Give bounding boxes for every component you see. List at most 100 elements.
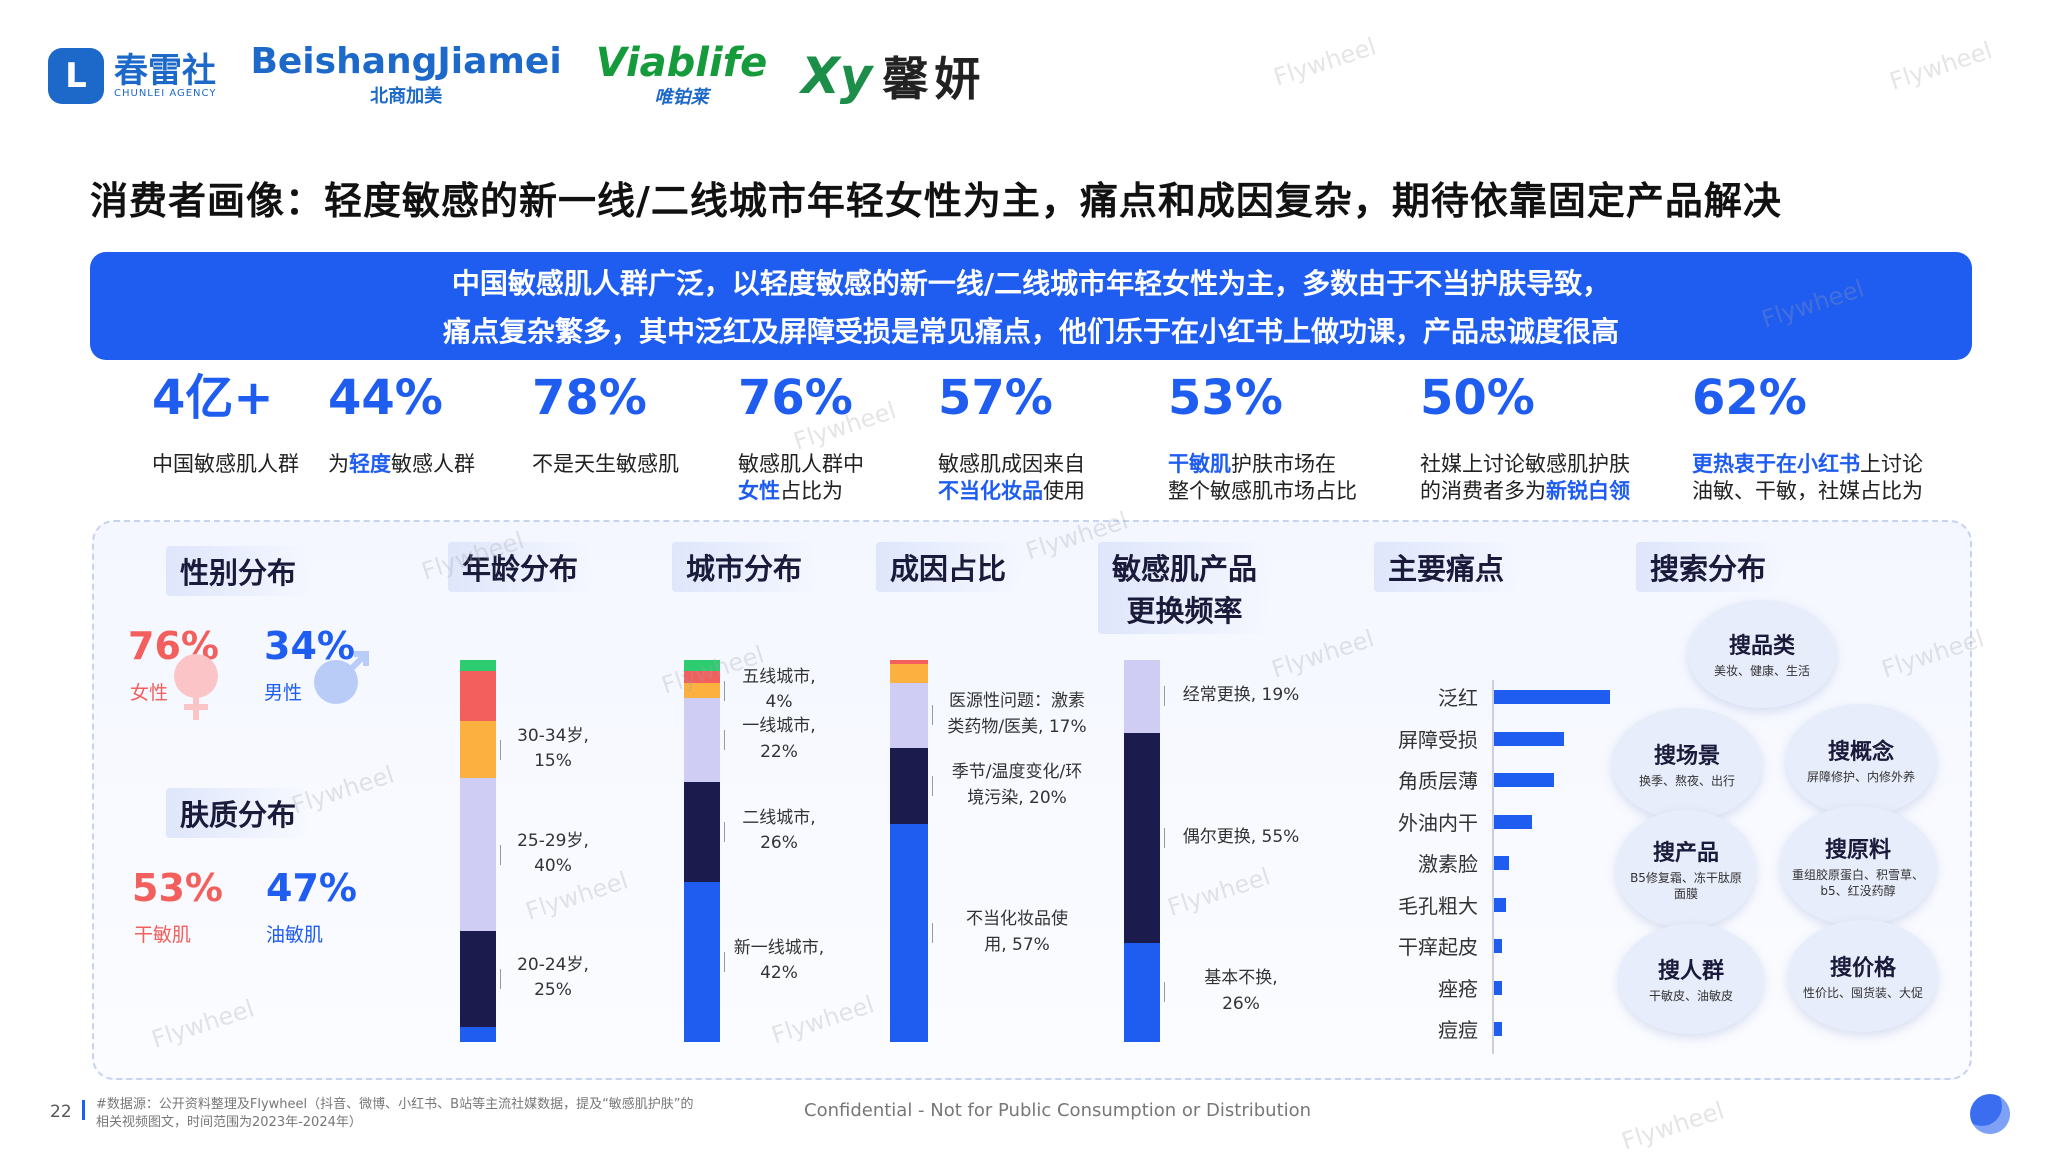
pain-bar [1494, 897, 1506, 912]
stack-segment-label: 偶尔更换, 55% [1182, 826, 1300, 847]
summary-banner: 中国敏感肌人群广泛，以轻度敏感的新一线/二线城市年轻女性为主，多数由于不当护肤导… [90, 252, 1972, 360]
stat-desc: 为轻度敏感人群 [328, 451, 475, 478]
search-bubble-title: 搜原料 [1824, 838, 1891, 864]
stat-xiaohongshu: 62% 更热衷于在小红书上讨论 油敏、干敏，社媒占比为 [1692, 372, 1923, 505]
stat-desc: 更热衷于在小红书上讨论 油敏、干敏，社媒占比为 [1692, 451, 1923, 506]
stack-segment [1124, 942, 1160, 1042]
stat-desc-text: 护肤市场在 [1231, 451, 1336, 476]
pain-label: 屏障受损 [1398, 727, 1478, 752]
stat-desc: 敏感肌人群中 女性占比为 [738, 451, 864, 506]
female-icon-bar [184, 704, 208, 710]
stat-desc-text: 占比为 [780, 479, 843, 504]
flywheel-logo-icon [1970, 1094, 2010, 1134]
section-title-pain: 主要痛点 [1374, 542, 1519, 592]
footer-divider [82, 1100, 85, 1120]
pain-bar [1494, 690, 1610, 704]
search-bubble-sub: 性价比、囤货装、大促 [1802, 986, 1923, 1001]
search-bubble-price: 搜价格性价比、囤货装、大促 [1788, 920, 1938, 1032]
page-number: 22 [50, 1102, 72, 1122]
stat-value: 44% [328, 370, 443, 426]
stack-segment-leader [500, 739, 501, 760]
viablife-logo: Viablife 唯铂莱 [596, 43, 768, 109]
stack-segment [890, 660, 928, 664]
male-icon-arrow [343, 651, 369, 677]
chunlei-logo-sub: CHUNLEI AGENCY [114, 87, 217, 99]
male-label: 男性 [264, 682, 303, 704]
stat-desc-highlight: 更热衷于在小红书 [1692, 451, 1860, 476]
stack-segment-label: 30-34岁, 15% [517, 725, 589, 772]
stat-desc-text: 上讨论 [1860, 451, 1923, 476]
pain-label: 激素脸 [1418, 852, 1478, 876]
chunlei-logo-mark: L [48, 48, 104, 104]
stack-segment [460, 931, 496, 1027]
search-bubble-concept: 搜概念 屏障修护、内修外养 [1786, 704, 1936, 816]
stat-value: 78% [532, 370, 647, 426]
stack-segment-label: 二线城市, 26% [742, 807, 816, 854]
search-bubble-sub: 美妆、健康、生活 [1713, 664, 1810, 679]
stat-female: 76% 敏感肌人群中 女性占比为 [738, 372, 864, 505]
beishang-logo-sub: 北商加美 [370, 86, 443, 107]
stat-desc-highlight: 新锐白领 [1546, 479, 1630, 504]
stat-desc: 不是天生敏感肌 [532, 451, 679, 478]
pain-bar [1494, 731, 1564, 746]
stat-population: 4亿+ 中国敏感肌人群 [152, 372, 299, 478]
stat-cause: 57% 敏感肌成因来自 不当化妆品使用 [938, 372, 1085, 505]
female-label: 女性 [130, 682, 169, 704]
dry-skin-label: 干敏肌 [134, 924, 192, 946]
oily-skin-percent: 47% [266, 866, 357, 910]
stat-desc-line: 敏感肌成因来自 [938, 451, 1085, 476]
xinyan-logo-name: 馨妍 [882, 52, 987, 106]
stack-segment [460, 660, 496, 672]
stat-desc: 社媒上讨论敏感肌护肤 的消费者多为新锐白领 [1420, 451, 1630, 506]
stat-value: 62% [1692, 370, 1807, 426]
stat-desc-text: 的消费者多为 [1420, 479, 1546, 504]
female-icon [174, 654, 218, 698]
dry-skin-percent: 53% [132, 866, 223, 910]
section-title-skin: 肤质分布 [166, 788, 311, 838]
stack-segment-label: 季节/温度变化/环 境污染, 20% [951, 762, 1083, 808]
stack-segment [684, 671, 720, 683]
pain-bar [1494, 856, 1510, 870]
page-title: 消费者画像：轻度敏感的新一线/二线城市年轻女性为主，痛点和成因复杂，期待依靠固定… [90, 179, 1782, 223]
search-bubble-ingredient: 搜原料 重组胶原蛋白、积雪草、b5、红没药醇 [1780, 806, 1936, 926]
stack-segment-label: 20-24岁, 25% [517, 954, 589, 1001]
search-bubble-title: 搜价格 [1829, 956, 1896, 982]
pain-bar [1494, 814, 1533, 829]
stat-desc-highlight: 干敏肌 [1168, 451, 1231, 476]
pain-label: 外油内干 [1398, 810, 1478, 835]
stat-desc-text: 敏感人群 [391, 451, 475, 476]
stack-segment-leader [932, 705, 933, 726]
stack-segment [684, 682, 720, 699]
section-title-frequency-line1: 敏感肌产品 [1112, 552, 1258, 586]
stack-segment [460, 778, 496, 932]
stack-segment [684, 660, 720, 672]
stat-value: 50% [1420, 370, 1535, 426]
stack-segment-leader [932, 776, 933, 797]
section-title-frequency: 敏感肌产品 更换频率 [1098, 542, 1272, 634]
stat-not-born: 78% 不是天生敏感肌 [532, 372, 679, 478]
banner-line-2: 痛点复杂繁多，其中泛红及屏障受损是常见痛点，他们乐于在小红书上做功课，产品忠诚度… [442, 315, 1619, 348]
stack-segment-leader [1164, 982, 1165, 1003]
stack-segment [460, 721, 496, 779]
stack-segment-label: 新一线城市, 42% [733, 937, 825, 984]
stack-segment-leader [1164, 686, 1165, 707]
search-bubble-title: 搜产品 [1652, 841, 1719, 867]
pain-bar [1494, 773, 1555, 787]
stack-segment-label: 五线城市, 4% [742, 666, 816, 713]
stat-desc: 敏感肌成因来自 不当化妆品使用 [938, 451, 1085, 506]
stack-segment-label: 医源性问题：激素 类药物/医美, 17% [947, 691, 1087, 737]
stack-segment-leader [724, 951, 725, 972]
search-bubble-title: 搜场景 [1653, 744, 1720, 770]
stack-segment [1124, 660, 1160, 733]
stack-segment [890, 663, 928, 683]
pain-label: 角质层薄 [1398, 769, 1478, 793]
stat-mild: 44% 为轻度敏感人群 [328, 372, 475, 478]
xinyan-logo-mark: Xy [801, 47, 873, 105]
stack-segment [890, 682, 928, 748]
section-title-frequency-line2: 更换频率 [1126, 594, 1243, 628]
stat-desc-line: 整个敏感肌市场占比 [1168, 479, 1357, 504]
logo-row: L 春雷社 CHUNLEI AGENCY BeishangJiamei 北商加美… [48, 36, 986, 116]
search-bubble-sub: B5修复霜、冻干肽原面膜 [1630, 871, 1742, 901]
section-title-cause: 成因占比 [876, 542, 1021, 592]
search-bubble-audience: 搜人群 干敏皮、油敏皮 [1618, 924, 1764, 1034]
